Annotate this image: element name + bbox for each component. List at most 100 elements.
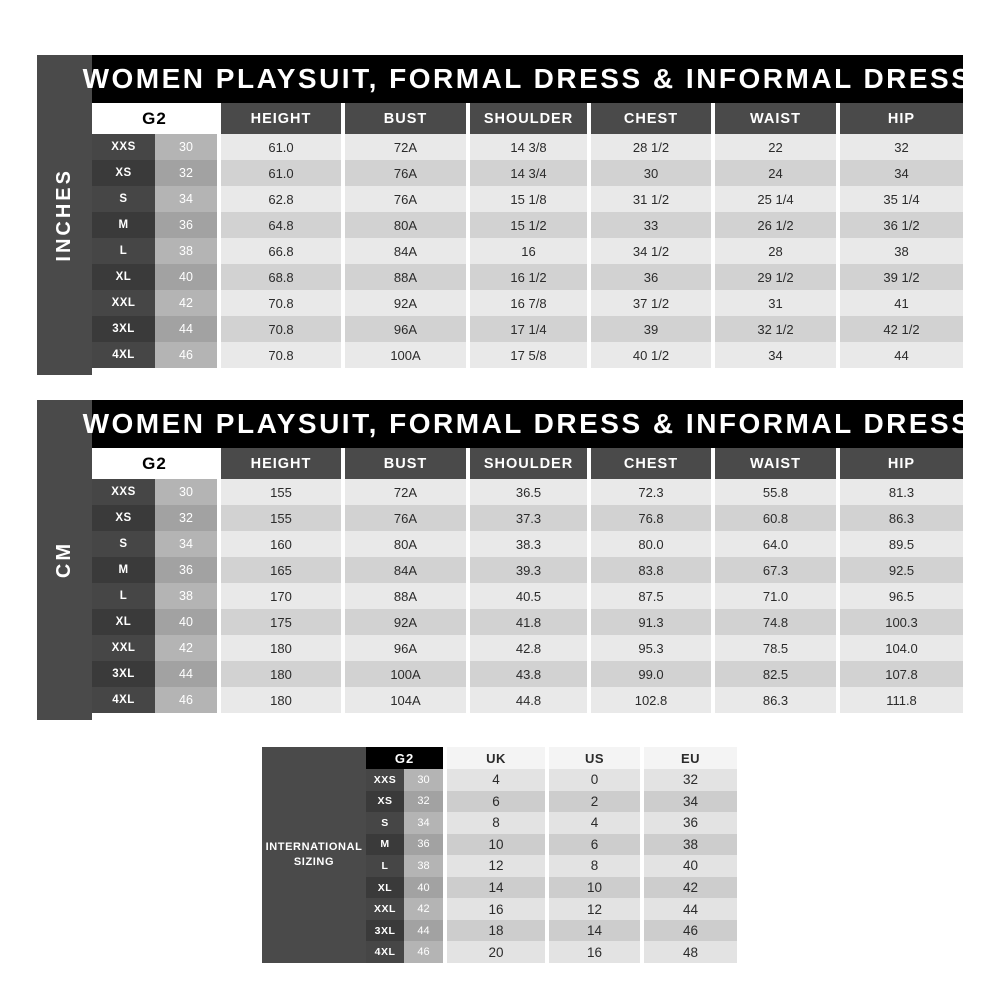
cell-waist: 32 1/2 (711, 316, 836, 342)
cell-shoulder: 17 1/4 (466, 316, 587, 342)
cell-waist: 55.8 (711, 479, 836, 505)
cell-eu: 46 (640, 919, 737, 942)
cell-shoulder: 16 1/2 (466, 264, 587, 290)
g2-size-number: 46 (404, 941, 443, 963)
cell-hip: 35 1/4 (836, 186, 963, 212)
size-label: 3XL (366, 919, 404, 942)
cell-height: 66.8 (217, 238, 341, 264)
cell-bust: 76A (341, 505, 466, 531)
cell-uk: 8 (443, 812, 545, 834)
cell-chest: 28 1/2 (587, 134, 711, 160)
cell-uk: 14 (443, 876, 545, 899)
column-header-height: HEIGHT (217, 448, 341, 479)
cell-eu: 42 (640, 876, 737, 899)
cell-bust: 72A (341, 479, 466, 505)
size-row-xs: XS 32 6 2 34 (366, 790, 737, 813)
g2-size-number: 44 (404, 919, 443, 942)
size-row-l: L 38 12 8 40 (366, 855, 737, 877)
cell-waist: 31 (711, 290, 836, 316)
cell-height: 155 (217, 479, 341, 505)
cell-eu: 40 (640, 855, 737, 877)
cell-waist: 60.8 (711, 505, 836, 531)
cell-chest: 31 1/2 (587, 186, 711, 212)
cell-uk: 20 (443, 941, 545, 963)
size-row-s: S 34 62.8 76A 15 1/8 31 1/2 25 1/4 35 1/4 (92, 186, 963, 212)
cell-bust: 92A (341, 290, 466, 316)
cell-bust: 84A (341, 557, 466, 583)
g2-group-header: G2 (92, 448, 217, 479)
cell-height: 70.8 (217, 290, 341, 316)
g2-size-number: 30 (155, 479, 217, 505)
cell-uk: 6 (443, 790, 545, 813)
cell-chest: 36 (587, 264, 711, 290)
size-label: XS (92, 160, 155, 186)
size-label: S (366, 812, 404, 834)
cell-shoulder: 37.3 (466, 505, 587, 531)
column-header-chest: CHEST (587, 103, 711, 134)
g2-size-number: 38 (155, 583, 217, 609)
cell-height: 165 (217, 557, 341, 583)
g2-size-number: 40 (155, 264, 217, 290)
international-table-main: G2 UK US EU XXS 30 4 0 32 XS 32 6 2 34 S 34 8 4 36 M 36 10 6… (366, 747, 737, 963)
g2-size-number: 34 (155, 186, 217, 212)
cell-bust: 100A (341, 342, 466, 368)
size-label: L (92, 583, 155, 609)
cell-us: 6 (545, 833, 640, 856)
size-label: XXL (366, 898, 404, 920)
cell-bust: 84A (341, 238, 466, 264)
g2-size-number: 44 (155, 661, 217, 687)
cell-waist: 67.3 (711, 557, 836, 583)
size-row-l: L 38 66.8 84A 16 34 1/2 28 38 (92, 238, 963, 264)
cell-us: 4 (545, 812, 640, 834)
cell-hip: 38 (836, 238, 963, 264)
g2-size-number: 32 (155, 160, 217, 186)
cell-bust: 72A (341, 134, 466, 160)
cell-shoulder: 43.8 (466, 661, 587, 687)
g2-size-number: 32 (155, 505, 217, 531)
size-label: S (92, 531, 155, 557)
cell-height: 70.8 (217, 342, 341, 368)
size-label: M (366, 833, 404, 856)
cm-size-table: CM WOMEN PLAYSUIT, FORMAL DRESS & INFORM… (37, 400, 970, 720)
size-row-xxl: XXL 42 70.8 92A 16 7/8 37 1/2 31 41 (92, 290, 963, 316)
cell-height: 61.0 (217, 134, 341, 160)
cell-eu: 36 (640, 812, 737, 834)
cell-hip: 36 1/2 (836, 212, 963, 238)
size-row-s: S 34 160 80A 38.3 80.0 64.0 89.5 (92, 531, 963, 557)
g2-size-number: 46 (155, 342, 217, 368)
cm-table-main: WOMEN PLAYSUIT, FORMAL DRESS & INFORMAL … (83, 400, 970, 713)
cell-uk: 12 (443, 855, 545, 877)
cell-shoulder: 38.3 (466, 531, 587, 557)
cell-chest: 33 (587, 212, 711, 238)
cell-eu: 48 (640, 941, 737, 963)
cell-bust: 80A (341, 531, 466, 557)
cell-us: 2 (545, 790, 640, 813)
g2-group-header: G2 (92, 103, 217, 134)
size-row-m: M 36 10 6 38 (366, 833, 737, 856)
cm-header-row: G2 HEIGHT BUST SHOULDER CHEST WAIST HIP (92, 448, 963, 479)
size-label: XS (92, 505, 155, 531)
cell-waist: 24 (711, 160, 836, 186)
size-label: XXL (92, 635, 155, 661)
column-header-uk: UK (443, 747, 545, 769)
cell-chest: 102.8 (587, 687, 711, 713)
cell-chest: 40 1/2 (587, 342, 711, 368)
cell-height: 180 (217, 635, 341, 661)
cell-chest: 30 (587, 160, 711, 186)
cell-chest: 72.3 (587, 479, 711, 505)
cell-height: 70.8 (217, 316, 341, 342)
size-label: XXS (366, 769, 404, 791)
size-row-3xl: 3XL 44 70.8 96A 17 1/4 39 32 1/2 42 1/2 (92, 316, 963, 342)
size-label: 4XL (92, 687, 155, 713)
cell-waist: 22 (711, 134, 836, 160)
size-row-xxs: XXS 30 61.0 72A 14 3/8 28 1/2 22 32 (92, 134, 963, 160)
cm-unit-label: CM (53, 541, 75, 579)
column-header-chest: CHEST (587, 448, 711, 479)
cell-chest: 87.5 (587, 583, 711, 609)
size-label: 3XL (92, 316, 155, 342)
g2-size-number: 32 (404, 790, 443, 813)
cell-uk: 4 (443, 769, 545, 791)
column-header-hip: HIP (836, 103, 963, 134)
cell-bust: 96A (341, 316, 466, 342)
cell-hip: 111.8 (836, 687, 963, 713)
